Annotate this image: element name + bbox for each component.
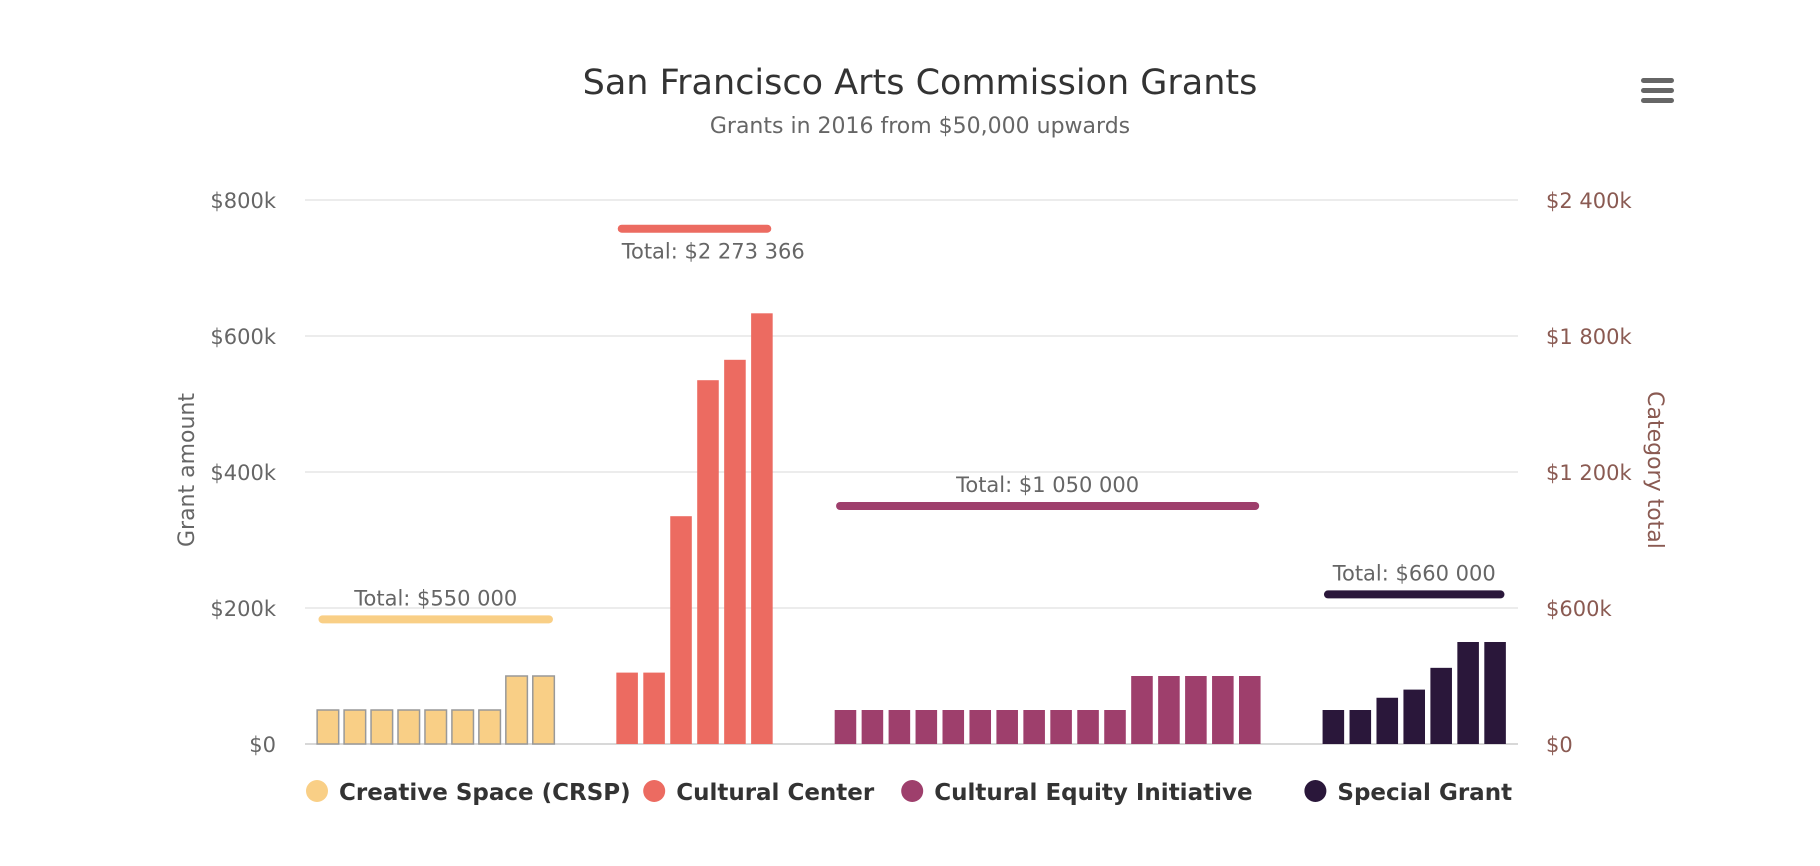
legend-item[interactable]: Creative Space (CRSP) — [306, 780, 631, 806]
bar — [343, 709, 367, 745]
legend-symbol — [1304, 780, 1327, 802]
bar — [370, 709, 394, 745]
y-tick-label-left: $600k — [210, 325, 276, 349]
bar — [1239, 676, 1261, 744]
chart-title: San Francisco Arts Commission Grants — [583, 63, 1258, 103]
bar — [1484, 642, 1506, 744]
legend-item[interactable]: Special Grant — [1304, 780, 1512, 806]
y-tick-label-right: $600k — [1546, 597, 1612, 621]
bar — [888, 710, 911, 744]
y-tick-label-left: $800k — [210, 189, 276, 213]
y-tick-label-left: $400k — [210, 461, 276, 485]
bar — [397, 709, 421, 745]
legend-item[interactable]: Cultural Equity Initiative — [901, 780, 1253, 806]
chart-menu-button[interactable] — [1632, 70, 1682, 112]
hamburger-menu-icon — [1641, 78, 1674, 103]
legend: Creative Space (CRSP) Cultural Center Cult… — [306, 780, 1512, 806]
bar — [616, 672, 638, 744]
bar — [1349, 710, 1372, 744]
bar — [1457, 642, 1479, 744]
bar — [1376, 697, 1399, 744]
bar — [724, 359, 746, 744]
bar — [996, 710, 1018, 744]
bar — [1050, 710, 1072, 744]
bar — [1212, 676, 1234, 744]
bar — [1430, 667, 1452, 744]
category-total-label: Total: $1 050 000 — [955, 473, 1139, 497]
legend-symbol — [306, 780, 328, 802]
bar — [751, 313, 773, 744]
bar — [424, 709, 448, 745]
bar — [1185, 676, 1207, 744]
category-totals: Total: $550 000 Total: $2 273 366 Total: $… — [318, 224, 1505, 624]
category-total-label: Total: $550 000 — [353, 586, 517, 610]
bar — [532, 675, 556, 745]
bar — [1131, 676, 1153, 744]
y-axis-title-left: Grant amount — [175, 393, 200, 547]
bar — [670, 516, 692, 744]
legend-symbol — [643, 780, 666, 802]
bar — [861, 710, 884, 744]
bar — [1158, 676, 1180, 744]
y-tick-label-left: $200k — [210, 597, 276, 621]
y-axis-left: $0 $200k $400k $600k $800k — [210, 189, 276, 757]
y-tick-label-right: $1 800k — [1546, 325, 1632, 349]
y-tick-label-right: $0 — [1546, 733, 1573, 757]
bar — [1104, 710, 1126, 744]
bar — [643, 672, 665, 744]
bars — [316, 313, 1506, 745]
legend-symbol — [901, 780, 924, 802]
bar — [1077, 710, 1099, 744]
category-total-label: Total: $660 000 — [1332, 561, 1496, 585]
legend-label: Special Grant — [1337, 780, 1512, 806]
grid-lines — [305, 199, 1518, 745]
y-axis-title-right: Category total — [1642, 391, 1667, 549]
bar — [1322, 710, 1345, 744]
bar — [1403, 689, 1426, 744]
y-tick-label-right: $1 200k — [1546, 461, 1632, 485]
bar — [915, 710, 938, 744]
y-tick-label-left: $0 — [249, 733, 276, 757]
y-axis-right: $0 $600k $1 200k $1 800k $2 400k — [1546, 189, 1632, 757]
bar — [834, 710, 857, 744]
bar — [505, 675, 529, 745]
bar — [478, 709, 502, 745]
legend-item[interactable]: Cultural Center — [643, 780, 875, 806]
bar — [1023, 710, 1045, 744]
bar — [942, 710, 965, 744]
bar — [451, 709, 475, 745]
bar — [697, 380, 719, 744]
category-total-label: Total: $2 273 366 — [621, 240, 805, 264]
legend-label: Creative Space (CRSP) — [339, 780, 631, 806]
bar — [969, 710, 992, 744]
legend-label: Cultural Equity Initiative — [934, 780, 1252, 806]
y-tick-label-right: $2 400k — [1546, 189, 1632, 213]
chart-subtitle: Grants in 2016 from $50,000 upwards — [710, 114, 1130, 139]
legend-label: Cultural Center — [676, 780, 875, 806]
bar — [316, 709, 340, 745]
